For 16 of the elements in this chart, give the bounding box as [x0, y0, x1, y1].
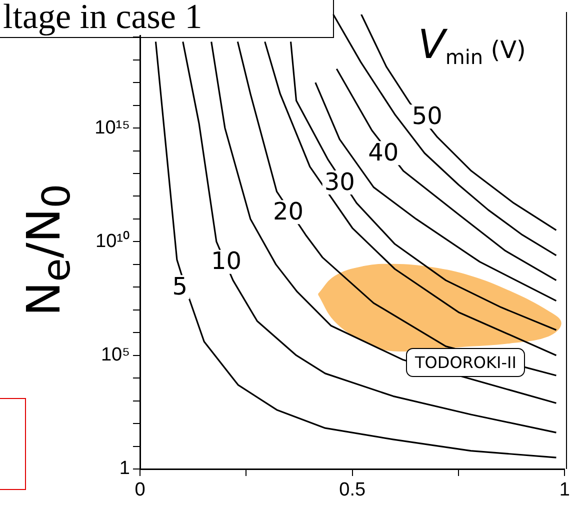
annotation: 20	[272, 197, 304, 226]
annotation: 30	[324, 168, 355, 196]
annotation: 40	[368, 138, 399, 166]
annotation: 50	[412, 102, 442, 130]
x-tick-label: 0	[134, 480, 146, 501]
annotation: TODOROKI-II	[406, 348, 526, 377]
x-tick-label: 1	[559, 480, 570, 501]
y-tick-label: 10¹⁰	[96, 230, 130, 252]
y-tick-label: 10¹⁵	[94, 117, 130, 138]
x-tick-label: 0.5	[339, 480, 366, 501]
chart-title: ltage in case 1	[3, 0, 202, 36]
annotation: 5	[172, 272, 188, 300]
annotation: V$_{min}$ (V)	[418, 22, 526, 69]
y-tick-label: 10⁵	[100, 344, 130, 366]
annotation: 10	[210, 247, 242, 276]
y-tick-label: 1	[119, 458, 130, 480]
